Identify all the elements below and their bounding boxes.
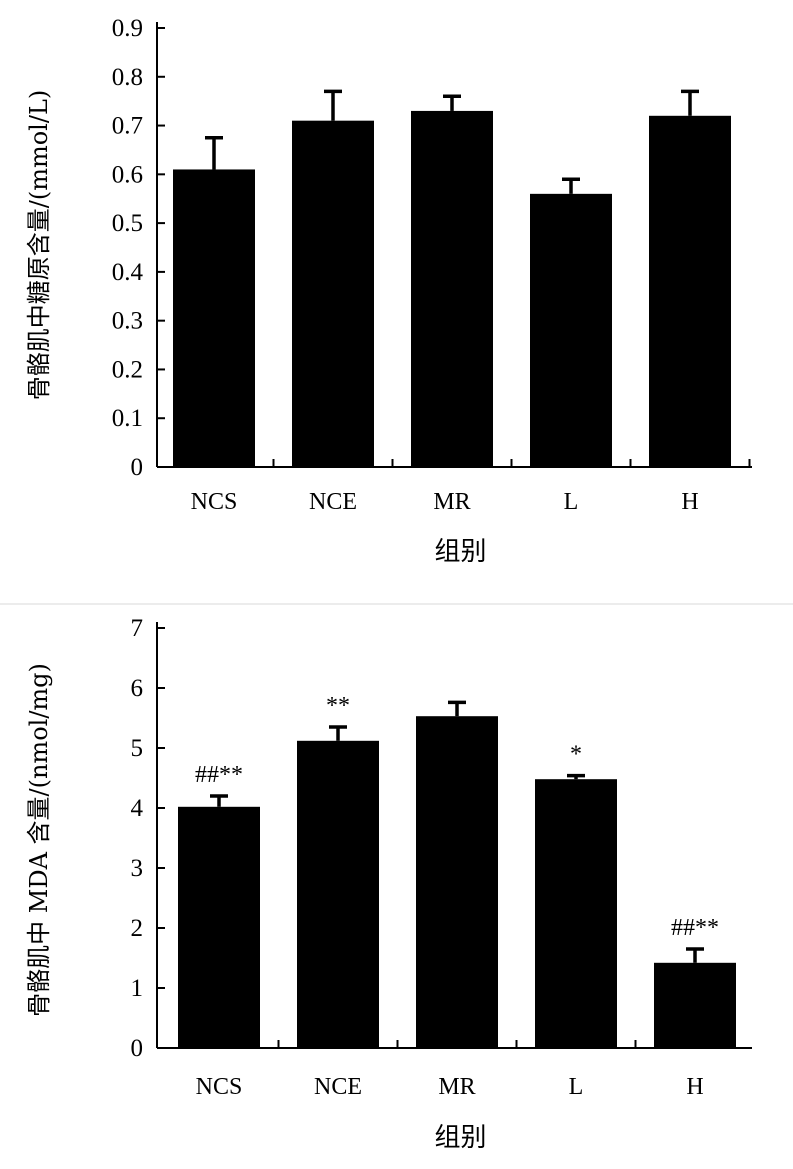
category-label: L <box>564 489 579 515</box>
category-label: MR <box>433 489 470 515</box>
y-tick-label: 0.1 <box>112 405 143 432</box>
bar-nce <box>292 120 374 467</box>
significance-label: ##** <box>195 762 243 788</box>
category-label: NCE <box>309 489 357 515</box>
y-tick-label: 3 <box>131 855 144 882</box>
y-axis-title: 骨骼肌中 MDA 含量/(nmol/mg) <box>25 663 53 1017</box>
category-label: NCS <box>191 489 238 515</box>
y-tick-label: 0.9 <box>112 15 143 42</box>
y-tick-label: 5 <box>131 735 144 762</box>
category-label: NCS <box>196 1074 243 1100</box>
bar-h <box>654 962 736 1048</box>
y-tick-label: 7 <box>131 615 144 642</box>
x-axis-title: 组别 <box>434 537 486 567</box>
glycogen-bar-chart: 0 0.1 0.2 0.3 0.4 0.5 0.6 0.7 0.8 0.9 NCS NCE MR L H 组别… <box>25 15 752 567</box>
y-tick-label: 4 <box>131 795 144 822</box>
y-tick-label: 0.8 <box>112 64 143 91</box>
y-axis-title: 骨骼肌中糖原含量/(mmol/L) <box>25 90 53 400</box>
category-label: L <box>569 1074 584 1100</box>
category-label: H <box>681 489 698 515</box>
y-tick-label: 2 <box>131 915 144 942</box>
significance-label: ##** <box>671 915 719 941</box>
bar-ncs <box>173 169 255 467</box>
category-label: MR <box>438 1074 475 1100</box>
bar-mr <box>411 110 493 467</box>
y-tick-label: 0.4 <box>112 259 144 286</box>
y-tick-label: 1 <box>131 975 144 1002</box>
y-tick-label: 0 <box>131 454 144 481</box>
category-label: H <box>686 1074 703 1100</box>
y-tick-label: 0.6 <box>112 161 143 188</box>
y-tick-label: 0.3 <box>112 308 143 335</box>
category-label: NCE <box>314 1074 362 1100</box>
y-tick-label: 6 <box>131 675 144 702</box>
y-tick-label: 0.5 <box>112 210 143 237</box>
bar-ncs <box>178 806 260 1048</box>
significance-label: * <box>570 742 582 768</box>
x-axis-title: 组别 <box>434 1123 486 1153</box>
bar-h <box>649 115 731 468</box>
bar-mr <box>416 716 498 1048</box>
bar-l <box>535 779 617 1048</box>
mda-bar-chart: 0 1 2 3 4 5 6 7 NCS ##** NCE ** MR L * H ##** 组别 骨骼肌中 MDA … <box>25 615 752 1153</box>
y-tick-label: 0.7 <box>112 113 143 140</box>
significance-label: ** <box>326 693 350 719</box>
y-tick-label: 0.2 <box>112 356 143 383</box>
bar-nce <box>297 740 379 1048</box>
y-tick-label: 0 <box>131 1035 144 1062</box>
bar-l <box>530 193 612 467</box>
